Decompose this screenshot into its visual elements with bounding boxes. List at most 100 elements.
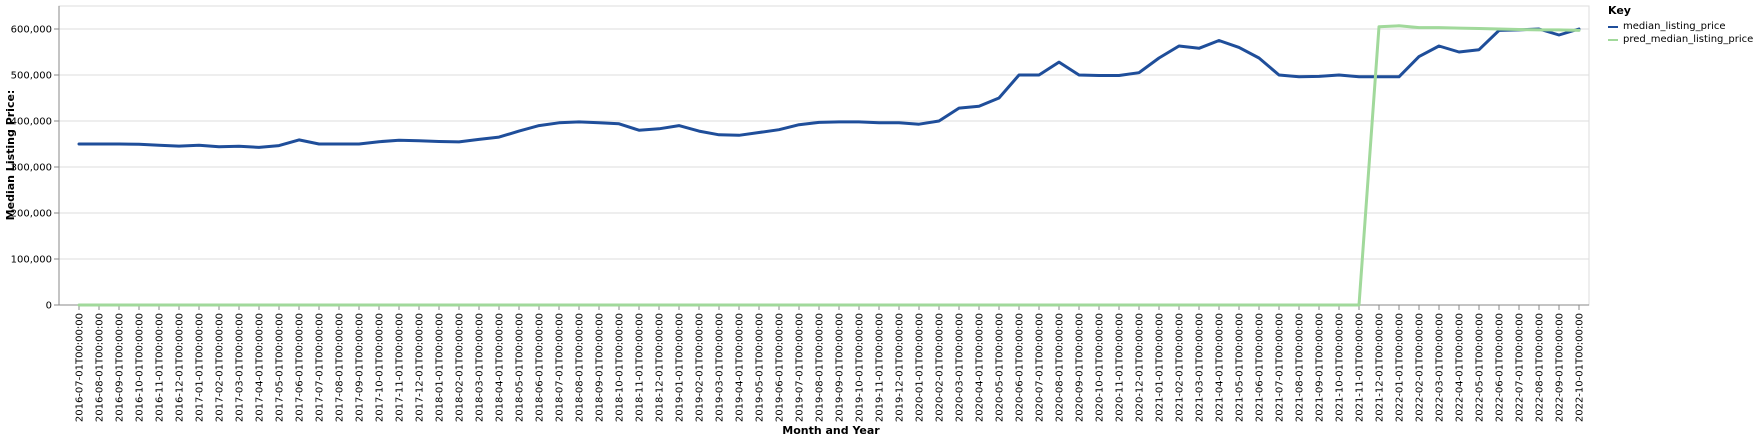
x-tick-label: 2020-11-01T00:00:00 [1115,313,1126,422]
x-tick-label: 2022-10-01T00:00:00 [1575,313,1586,422]
x-tick-label: 2017-03-01T00:00:00 [235,313,246,422]
x-tick-label: 2016-07-01T00:00:00 [75,313,86,422]
x-tick-label: 2017-05-01T00:00:00 [275,313,286,422]
x-axis-title: Month and Year [782,424,880,437]
x-tick-label: 2019-05-01T00:00:00 [755,313,766,422]
x-tick-label: 2021-05-01T00:00:00 [1235,313,1246,422]
x-tick-label: 2019-01-01T00:00:00 [675,313,686,422]
x-tick-label: 2021-03-01T00:00:00 [1195,313,1206,422]
x-tick-label: 2019-06-01T00:00:00 [775,313,786,422]
x-tick-label: 2017-11-01T00:00:00 [395,313,406,422]
legend-label: median_listing_price [1623,21,1726,32]
x-tick-label: 2021-10-01T00:00:00 [1335,313,1346,422]
x-tick-label: 2018-12-01T00:00:00 [655,313,666,422]
x-tick-label: 2020-07-01T00:00:00 [1035,313,1046,422]
legend-swatch [1608,25,1618,28]
series-line-pred-median-listing-price [77,24,1581,307]
x-tick-label: 2021-12-01T00:00:00 [1375,313,1386,422]
x-tick-label: 2021-09-01T00:00:00 [1315,313,1326,422]
x-tick-label: 2018-02-01T00:00:00 [455,313,466,422]
x-tick-label: 2018-11-01T00:00:00 [635,313,646,422]
x-tick-label: 2020-03-01T00:00:00 [955,313,966,422]
y-tick-label: 0 [46,301,52,312]
x-tick-label: 2020-01-01T00:00:00 [915,313,926,422]
x-tick-label: 2021-02-01T00:00:00 [1175,313,1186,422]
x-tick-label: 2022-05-01T00:00:00 [1475,313,1486,422]
x-tick-label: 2022-01-01T00:00:00 [1395,313,1406,422]
x-tick-label: 2019-12-01T00:00:00 [895,313,906,422]
y-tick-label: 600,000 [11,25,52,36]
x-tick-label: 2020-08-01T00:00:00 [1055,313,1066,422]
x-tick-label: 2017-02-01T00:00:00 [215,313,226,422]
legend-item: median_listing_price [1608,20,1753,33]
legend-title: Key [1608,4,1631,17]
x-tick-label: 2017-08-01T00:00:00 [335,313,346,422]
x-tick-label: 2016-10-01T00:00:00 [135,313,146,422]
legend-swatch [1608,38,1618,41]
x-tick-label: 2019-10-01T00:00:00 [855,313,866,422]
x-tick-label: 2018-10-01T00:00:00 [615,313,626,422]
x-tick-label: 2022-06-01T00:00:00 [1495,313,1506,422]
x-tick-label: 2022-09-01T00:00:00 [1555,313,1566,422]
legend: Key median_listing_price pred_median_list… [1608,4,1753,46]
x-tick-label: 2018-06-01T00:00:00 [535,313,546,422]
legend-items: median_listing_price pred_median_listing_… [1608,20,1753,46]
x-tick-label: 2016-09-01T00:00:00 [115,313,126,422]
y-axis-title: Median Listing Price: [4,90,17,221]
x-tick-label: 2017-12-01T00:00:00 [415,313,426,422]
x-tick-label: 2017-09-01T00:00:00 [355,313,366,422]
x-tick-label: 2022-04-01T00:00:00 [1455,313,1466,422]
legend-label: pred_median_listing_price [1623,34,1754,45]
legend-item: pred_median_listing_price [1608,33,1753,46]
y-tick-label: 500,000 [11,71,52,82]
x-tick-label: 2017-10-01T00:00:00 [375,313,386,422]
x-tick-label: 2019-07-01T00:00:00 [795,313,806,422]
x-tick-label: 2018-04-01T00:00:00 [495,313,506,422]
series-line-median-listing-price [77,27,1581,149]
x-tick-label: 2016-11-01T00:00:00 [155,313,166,422]
x-tick-label: 2020-06-01T00:00:00 [1015,313,1026,422]
x-tick-label: 2017-07-01T00:00:00 [315,313,326,422]
x-tick-label: 2019-09-01T00:00:00 [835,313,846,422]
x-tick-label: 2017-06-01T00:00:00 [295,313,306,422]
x-tick-label: 2022-02-01T00:00:00 [1415,313,1426,422]
x-tick-label: 2021-04-01T00:00:00 [1215,313,1226,422]
x-tick-label: 2019-04-01T00:00:00 [735,313,746,422]
y-tick-label: 300,000 [11,163,52,174]
x-tick-label: 2016-12-01T00:00:00 [175,313,186,422]
x-tick-label: 2021-11-01T00:00:00 [1355,313,1366,422]
x-tick-label: 2018-01-01T00:00:00 [435,313,446,422]
x-tick-label: 2020-05-01T00:00:00 [995,313,1006,422]
x-tick-label: 2016-08-01T00:00:00 [95,313,106,422]
x-tick-label: 2022-08-01T00:00:00 [1535,313,1546,422]
x-tick-label: 2020-02-01T00:00:00 [935,313,946,422]
x-tick-label: 2021-07-01T00:00:00 [1275,313,1286,422]
series-lines [77,24,1581,307]
x-tick-label: 2018-07-01T00:00:00 [555,313,566,422]
y-tick-label: 200,000 [11,209,52,220]
x-tick-label: 2022-03-01T00:00:00 [1435,313,1446,422]
x-tick-label: 2018-09-01T00:00:00 [595,313,606,422]
x-tick-label: 2020-12-01T00:00:00 [1135,313,1146,422]
x-tick-label: 2019-03-01T00:00:00 [715,313,726,422]
x-tick-label: 2019-11-01T00:00:00 [875,313,886,422]
x-tick-label: 2018-05-01T00:00:00 [515,313,526,422]
x-tick-label: 2020-09-01T00:00:00 [1075,313,1086,422]
x-tick-label: 2018-08-01T00:00:00 [575,313,586,422]
grid-lines [58,5,1590,306]
y-axis: 0 100,000 200,000 300,000 400,000 500,000 600,… [11,6,60,312]
x-tick-label: 2020-10-01T00:00:00 [1095,313,1106,422]
x-tick-label: 2021-01-01T00:00:00 [1155,313,1166,422]
x-tick-label: 2021-08-01T00:00:00 [1295,313,1306,422]
x-tick-label: 2019-08-01T00:00:00 [815,313,826,422]
x-axis: 2016-07-01T00:00:00 2016-08-01T00:00:00 20… [59,304,1589,422]
x-tick-label: 2021-06-01T00:00:00 [1255,313,1266,422]
plot-frame [58,5,1590,306]
x-tick-label: 2019-02-01T00:00:00 [695,313,706,422]
y-tick-label: 400,000 [11,117,52,128]
y-tick-label: 100,000 [11,255,52,266]
x-tick-label: 2017-01-01T00:00:00 [195,313,206,422]
x-tick-label: 2020-04-01T00:00:00 [975,313,986,422]
x-tick-label: 2022-07-01T00:00:00 [1515,313,1526,422]
